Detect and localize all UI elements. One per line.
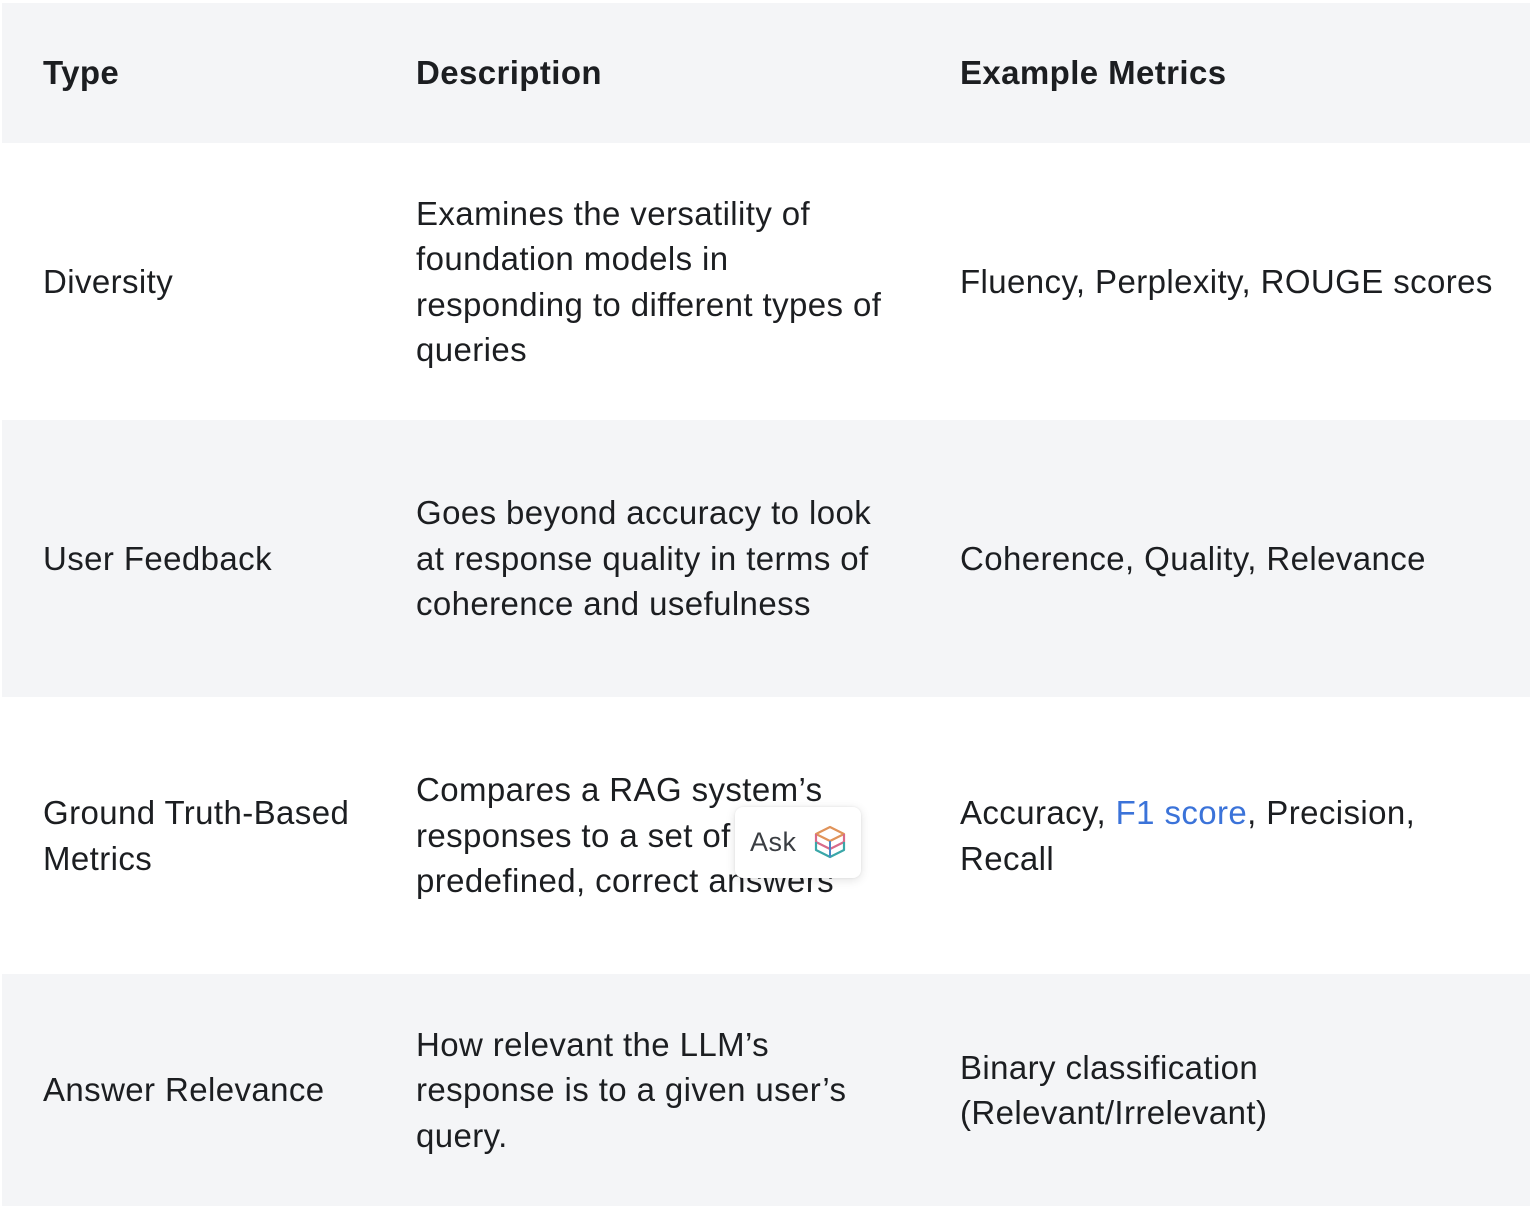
- row-metrics: Accuracy, F1 score, Precision, Recall: [960, 697, 1500, 974]
- ask-button[interactable]: Ask: [735, 807, 861, 878]
- row-type: Diversity: [43, 262, 174, 300]
- header-example-metrics: Example Metrics: [960, 54, 1227, 92]
- ask-label: Ask: [750, 827, 797, 857]
- table-row: User Feedback Goes beyond accuracy to lo…: [2, 420, 1530, 697]
- table-row: Diversity Examines the versatility of fo…: [2, 143, 1530, 420]
- row-type: Ground Truth-Based Metrics: [43, 794, 350, 877]
- table-row: Answer Relevance How relevant the LLM’s …: [2, 974, 1530, 1206]
- row-description: Compares a RAG system’s responses to a s…: [416, 771, 834, 900]
- f1-score-link[interactable]: F1 score: [1115, 794, 1248, 831]
- row-description: Examines the versatility of foundation m…: [416, 194, 882, 369]
- row-description: Goes beyond accuracy to look at response…: [416, 494, 872, 623]
- metrics-text-after-link: , Precision, Recall: [960, 794, 1416, 877]
- stacked-layers-logo-icon: [814, 825, 846, 859]
- row-metrics: Fluency, Perplexity, ROUGE scores: [960, 262, 1493, 300]
- row-type: User Feedback: [43, 539, 272, 577]
- row-description: How relevant the LLM’s response is to a …: [416, 1025, 847, 1154]
- table-row: Ground Truth-Based Metrics Compares a RA…: [2, 697, 1530, 974]
- row-type: Answer Relevance: [43, 1071, 325, 1109]
- row-metrics: Coherence, Quality, Relevance: [960, 539, 1426, 577]
- row-metrics: Binary classification (Relevant/Irreleva…: [960, 1048, 1268, 1132]
- metrics-table: Type Description Example Metrics Diversi…: [2, 3, 1530, 1206]
- table-header-row: Type Description Example Metrics: [2, 3, 1530, 143]
- metrics-text-before-link: Accuracy,: [960, 794, 1116, 831]
- header-description: Description: [416, 54, 602, 92]
- header-type: Type: [43, 54, 120, 92]
